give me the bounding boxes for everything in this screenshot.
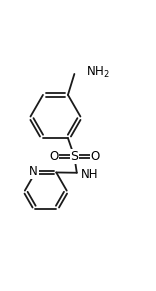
Text: S: S: [70, 150, 78, 163]
Text: O: O: [49, 150, 58, 163]
Text: N: N: [29, 165, 38, 178]
Text: NH$_2$: NH$_2$: [86, 65, 110, 80]
Text: NH: NH: [81, 168, 98, 181]
Text: O: O: [90, 150, 100, 163]
